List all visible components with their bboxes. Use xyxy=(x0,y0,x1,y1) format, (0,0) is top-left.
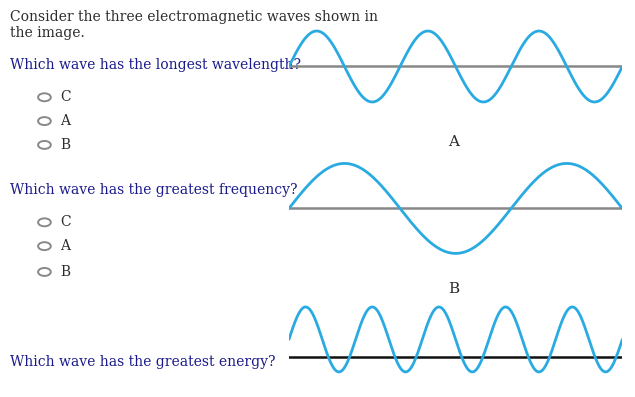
Text: the image.: the image. xyxy=(10,26,84,40)
Text: Consider the three electromagnetic waves shown in: Consider the three electromagnetic waves… xyxy=(10,10,378,24)
Text: B: B xyxy=(60,265,70,279)
Text: A: A xyxy=(60,239,70,253)
Text: B: B xyxy=(60,138,70,152)
Text: C: C xyxy=(60,90,71,104)
Text: Which wave has the greatest energy?: Which wave has the greatest energy? xyxy=(10,355,275,369)
Text: C: C xyxy=(60,215,71,229)
Text: B: B xyxy=(448,282,460,296)
Text: A: A xyxy=(60,114,70,128)
Text: Which wave has the longest wavelength?: Which wave has the longest wavelength? xyxy=(10,58,300,71)
Text: A: A xyxy=(448,135,460,149)
Text: Which wave has the greatest frequency?: Which wave has the greatest frequency? xyxy=(10,183,297,197)
